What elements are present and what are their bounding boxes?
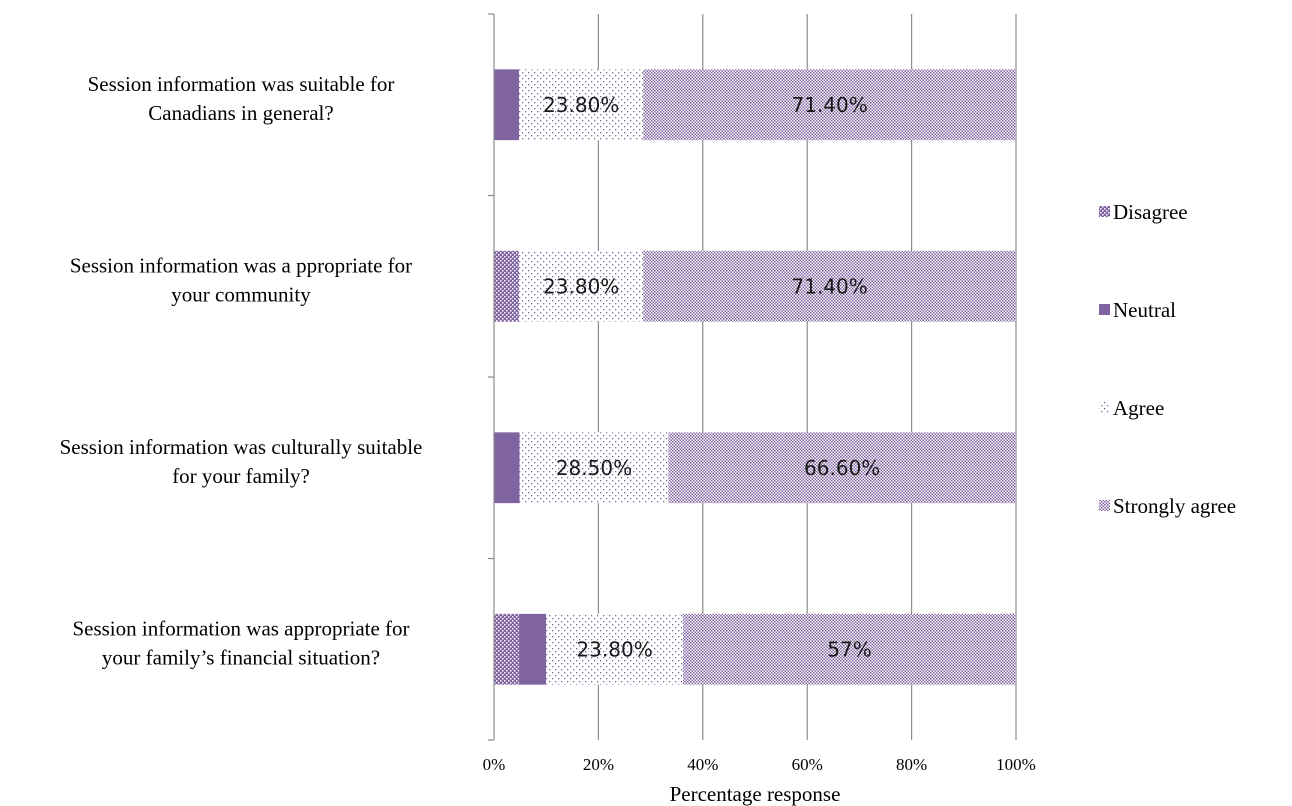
- x-tick-label: 60%: [792, 755, 823, 774]
- data-label: 66.60%: [804, 456, 880, 480]
- category-label: Session information was appropriate for: [72, 616, 409, 640]
- bar-segment-strongly-agree: [643, 69, 1016, 141]
- bar-segment-agree: [546, 613, 683, 685]
- x-axis-title: Percentage response: [670, 782, 841, 806]
- legend-label: Disagree: [1113, 200, 1188, 224]
- bar-segment-strongly-agree: [643, 250, 1016, 322]
- x-tick-label: 100%: [996, 755, 1036, 774]
- x-tick-label: 80%: [896, 755, 927, 774]
- category-label: Session information was culturally suita…: [60, 435, 423, 459]
- bar-segment-agree: [519, 69, 644, 141]
- axes: [488, 13, 495, 741]
- labels: 0% 20% 40% 60% 80% 100% 23.80% 71.40% Session in…: [60, 72, 1036, 806]
- bar-segment-strongly-agree: [682, 613, 1016, 685]
- legend-label: Neutral: [1113, 298, 1176, 322]
- data-label: 23.80%: [576, 637, 652, 661]
- data-label: 71.40%: [792, 274, 868, 298]
- data-label: 57%: [827, 637, 871, 661]
- legend: Disagree Neutral Agree Strongly agree: [1099, 200, 1236, 518]
- x-tick-label: 20%: [583, 755, 614, 774]
- category-label: Session information was a ppropriate for: [70, 253, 412, 277]
- category-label: Canadians in general?: [148, 101, 333, 125]
- category-label: your family’s financial situation?: [102, 645, 380, 669]
- bar-segment-disagree: [494, 613, 520, 685]
- legend-swatch: [1099, 402, 1110, 413]
- data-label: 23.80%: [543, 274, 619, 298]
- legend-swatch: [1099, 500, 1110, 511]
- legend-label: Strongly agree: [1113, 494, 1236, 518]
- bar-segment-neutral: [494, 432, 520, 504]
- category-label: for your family?: [172, 464, 310, 488]
- bar-segment-disagree: [494, 250, 520, 322]
- category-label: your community: [171, 282, 311, 306]
- bar-segment-agree: [519, 432, 669, 504]
- data-label: 28.50%: [556, 456, 632, 480]
- bar-segment-agree: [519, 250, 644, 322]
- x-tick-label: 40%: [687, 755, 718, 774]
- bar-segment-neutral: [494, 69, 520, 141]
- bar-segment-neutral: [519, 613, 547, 685]
- bars: [494, 69, 1016, 685]
- bar-segment-strongly-agree: [668, 432, 1016, 504]
- legend-swatch: [1099, 206, 1110, 217]
- x-tick-label: 0%: [483, 755, 506, 774]
- legend-label: Agree: [1113, 396, 1164, 420]
- category-label: Session information was suitable for: [88, 72, 395, 96]
- data-label: 23.80%: [543, 93, 619, 117]
- legend-swatch: [1099, 304, 1110, 315]
- data-label: 71.40%: [792, 93, 868, 117]
